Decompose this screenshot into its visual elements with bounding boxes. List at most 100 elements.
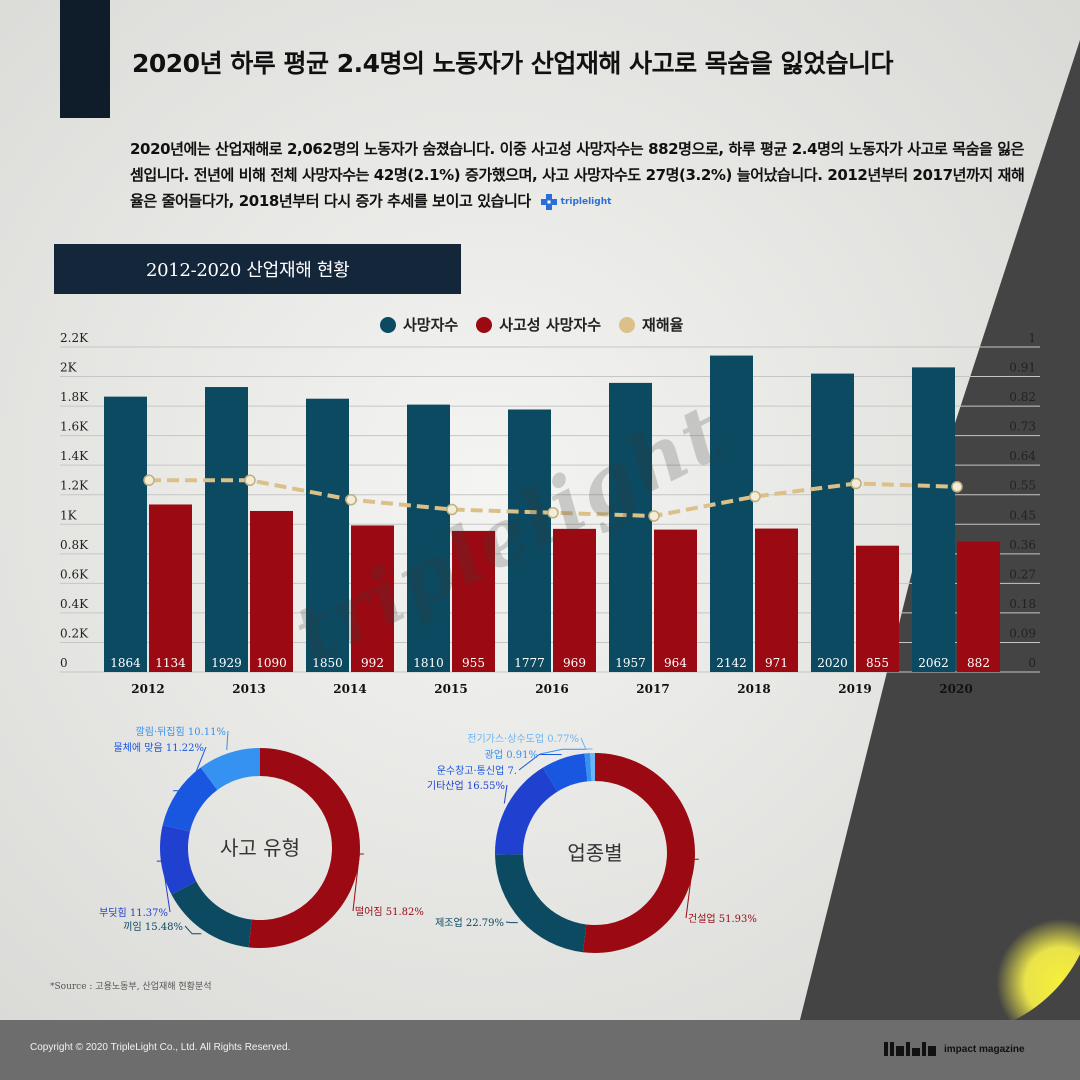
bar-accident-deaths bbox=[250, 510, 293, 672]
slice-label: 떨어짐 51.82% bbox=[355, 906, 424, 918]
x-tick-label: 2020 bbox=[939, 682, 972, 696]
y-left-tick-label: 1.6K bbox=[60, 420, 89, 434]
data-label-deaths: 2142 bbox=[716, 656, 747, 670]
data-label-deaths: 1810 bbox=[413, 656, 444, 670]
y-left-tick-label: 0.4K bbox=[60, 597, 89, 611]
data-label-deaths: 2062 bbox=[918, 656, 949, 670]
donut-slice bbox=[248, 748, 360, 948]
bar-accident-deaths bbox=[654, 529, 697, 672]
donut-slice bbox=[495, 767, 558, 855]
donut-slice bbox=[159, 825, 197, 895]
data-label-accident-deaths: 964 bbox=[664, 656, 687, 670]
donut-center-label: 업종별 bbox=[567, 841, 622, 865]
y-right-tick-label: 0.64 bbox=[1009, 449, 1036, 463]
donut-slice bbox=[582, 753, 695, 953]
rate-point bbox=[951, 481, 963, 493]
bar-accident-deaths bbox=[149, 504, 192, 672]
impact-magazine-logo-icon bbox=[884, 1042, 936, 1056]
y-right-tick-label: 0.55 bbox=[1009, 479, 1036, 493]
slice-label: 전기가스·상수도업 0.77% bbox=[467, 732, 579, 745]
legend-item-accident-deaths: 사고성 사망자수 bbox=[476, 314, 601, 335]
bar-accident-deaths bbox=[452, 530, 495, 672]
bar-accident-deaths bbox=[856, 545, 899, 672]
slice-label: 운수창고·통신업 7. bbox=[437, 764, 517, 777]
legend-label-rate: 재해율 bbox=[642, 316, 684, 334]
y-left-tick-label: 0 bbox=[60, 656, 68, 670]
bar-deaths bbox=[508, 409, 551, 672]
impact-magazine-text: impact magazine bbox=[944, 1043, 1025, 1055]
x-tick-label: 2018 bbox=[737, 682, 770, 696]
donut-charts: 떨어짐 51.82% 끼임 15.48%부딪힘 11.37% 물체에 맞음 11.2… bbox=[99, 726, 757, 953]
bar-deaths bbox=[811, 373, 854, 672]
slice-label: 건설업 51.93% bbox=[688, 912, 757, 925]
data-label-accident-deaths: 969 bbox=[563, 656, 586, 670]
rate-point bbox=[345, 494, 357, 506]
data-label-accident-deaths: 855 bbox=[866, 656, 889, 670]
slice-label: 기타산업 16.55% bbox=[427, 779, 505, 792]
bar-deaths bbox=[205, 387, 248, 672]
y-left-tick-label: 0.2K bbox=[60, 626, 89, 640]
x-tick-label: 2017 bbox=[636, 682, 669, 696]
legend-item-rate: 재해율 bbox=[619, 314, 683, 335]
description-text: 2020년에는 산업재해로 2,062명의 노동자가 숨졌습니다. 이중 사고성… bbox=[130, 140, 1025, 210]
bar-deaths bbox=[710, 355, 753, 672]
data-label-accident-deaths: 1090 bbox=[256, 656, 287, 670]
x-tick-label: 2019 bbox=[838, 682, 871, 696]
bar-accident-deaths bbox=[755, 528, 798, 672]
data-label-deaths: 1777 bbox=[514, 656, 545, 670]
y-right-tick-label: 1 bbox=[1028, 331, 1036, 345]
section-title: 2012-2020 산업재해 현황 bbox=[54, 244, 461, 294]
slice-label: 부딪힘 11.37% bbox=[99, 907, 168, 919]
donut-slice bbox=[200, 748, 260, 791]
light-bulb-glow bbox=[805, 745, 1080, 1035]
data-label-deaths: 1957 bbox=[615, 656, 646, 670]
impact-magazine-brand: impact magazine bbox=[884, 1040, 1025, 1058]
rate-point bbox=[547, 507, 559, 519]
donut-center-label: 사고 유형 bbox=[220, 836, 300, 860]
legend-dot-accident-deaths bbox=[476, 316, 493, 333]
data-label-accident-deaths: 1134 bbox=[155, 656, 186, 670]
legend-dot-deaths bbox=[380, 316, 396, 333]
slice-label: 물체에 맞음 11.22% bbox=[114, 742, 205, 754]
donut-slice bbox=[495, 854, 587, 953]
description: 2020년에는 산업재해로 2,062명의 노동자가 숨졌습니다. 이중 사고성… bbox=[130, 136, 1035, 215]
y-right-tick-label: 0.09 bbox=[1009, 626, 1036, 640]
y-right-tick-label: 0.36 bbox=[1009, 538, 1036, 552]
y-left-tick-label: 2.2K bbox=[60, 331, 89, 345]
bar-deaths bbox=[912, 367, 955, 672]
donut-slice bbox=[590, 753, 595, 782]
y-right-tick-label: 0.45 bbox=[1009, 508, 1036, 522]
rate-point bbox=[749, 490, 761, 503]
bar-accident-deaths bbox=[553, 528, 596, 672]
y-left-tick-label: 1.4K bbox=[60, 449, 89, 463]
rate-point bbox=[446, 503, 458, 516]
donut-slice bbox=[584, 753, 592, 782]
slice-leader-line bbox=[685, 858, 699, 919]
data-label-deaths: 1850 bbox=[312, 656, 343, 670]
rate-point bbox=[850, 477, 862, 490]
chart-legend: 사망자수 사고성 사망자수 재해율 bbox=[380, 314, 683, 335]
copyright: Copyright © 2020 TripleLight Co., Ltd. A… bbox=[30, 1042, 291, 1053]
x-tick-label: 2016 bbox=[535, 682, 568, 696]
y-left-tick-label: 1.2K bbox=[60, 479, 89, 493]
slice-label: 제조업 22.79% bbox=[435, 916, 504, 929]
data-label-deaths: 2020 bbox=[817, 656, 848, 670]
slice-label: 끼임 15.48% bbox=[123, 920, 183, 933]
y-right-tick-label: 0.73 bbox=[1009, 420, 1036, 434]
bar-chart: 0 0 0.2K 0.09 0.4K 0.18 0.6K 0.27 0.8K 0.36 1K 0.45… bbox=[60, 331, 1040, 696]
slice-leader-line bbox=[352, 853, 364, 912]
slice-leader-line bbox=[173, 746, 207, 792]
slice-leader-line bbox=[184, 925, 202, 935]
data-label-accident-deaths: 971 bbox=[765, 656, 788, 670]
y-right-tick-label: 0.18 bbox=[1009, 597, 1036, 611]
rate-point bbox=[648, 510, 660, 522]
donut-slice bbox=[162, 767, 218, 832]
slice-leader-line bbox=[580, 737, 593, 750]
x-tick-label: 2014 bbox=[333, 682, 366, 696]
slice-label: 광업 0.91% bbox=[485, 748, 538, 761]
slice-leader-line bbox=[518, 754, 562, 771]
rate-point bbox=[143, 474, 155, 486]
data-label-accident-deaths: 882 bbox=[967, 656, 990, 670]
data-label-deaths: 1929 bbox=[211, 656, 242, 670]
slice-leader-line bbox=[539, 748, 588, 755]
